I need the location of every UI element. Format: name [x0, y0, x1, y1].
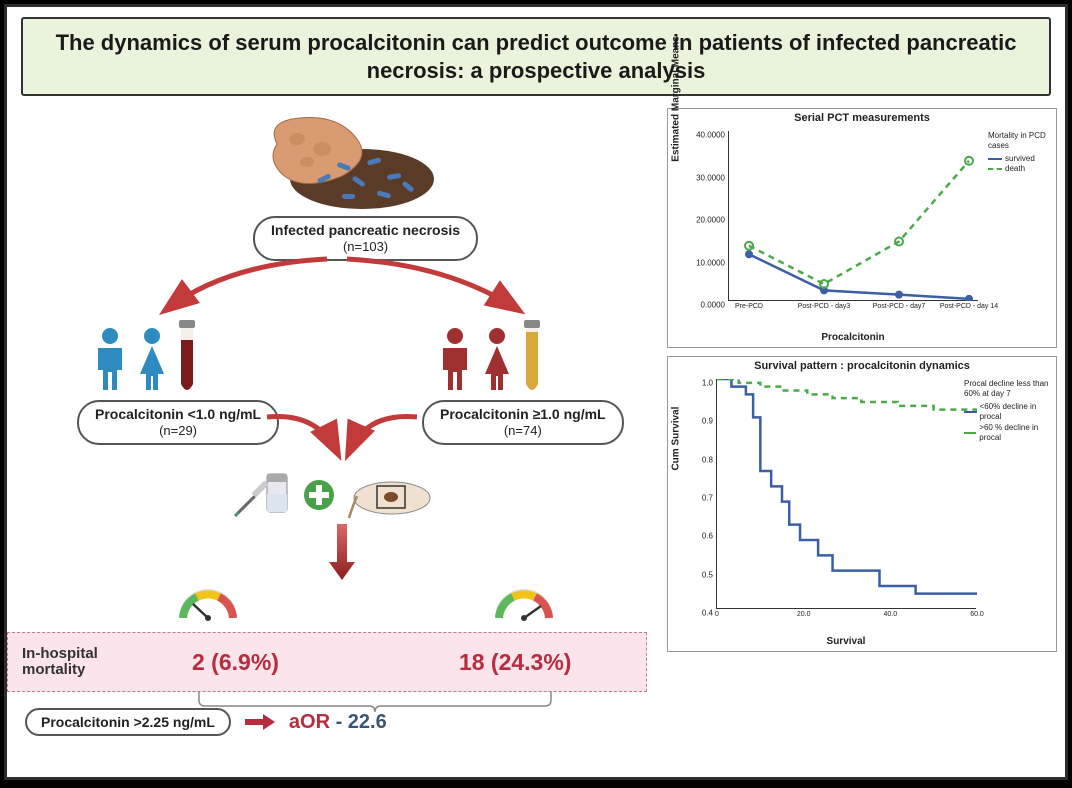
- person-male-icon: [437, 326, 473, 392]
- chart2-plot: 0.40.50.60.70.80.91.0020.040.060.0: [716, 379, 976, 609]
- group-high-label: Procalcitonin ≥1.0 ng/mL(n=74): [422, 400, 624, 445]
- cohort-text: Infected pancreatic necrosis: [271, 222, 460, 238]
- page-title: The dynamics of serum procalcitonin can …: [39, 29, 1033, 84]
- group-low-icons: [92, 320, 198, 392]
- syringe-vial-icon: [231, 466, 291, 524]
- person-male-icon: [92, 326, 128, 392]
- pancreas-illustration: [247, 104, 437, 214]
- mortality-low-value: 2 (6.9%): [192, 649, 279, 676]
- group-low-label: Procalcitonin <1.0 ng/mL(n=29): [77, 400, 279, 445]
- chart2-title: Survival pattern : procalcitonin dynamic…: [668, 357, 1056, 375]
- infographic-left: Infected pancreatic necrosis (n=103): [7, 104, 667, 774]
- gauge-high-icon: [493, 582, 555, 624]
- arrow-down-icon: [327, 524, 357, 582]
- aor-label: aOR: [289, 711, 330, 733]
- title-bar: The dynamics of serum procalcitonin can …: [21, 17, 1051, 96]
- gauge-low-icon: [177, 582, 239, 624]
- treatment-row: [231, 466, 433, 524]
- aor-threshold: Procalcitonin >2.25 ng/mL: [25, 708, 231, 736]
- cohort-n: (n=103): [343, 239, 388, 254]
- group-high-icons: [437, 320, 543, 392]
- tube-icon: [521, 320, 543, 392]
- mortality-label: In-hospital mortality: [22, 646, 132, 679]
- chart1-xlabel: Procalcitonin: [728, 330, 978, 343]
- chart1-plot: 0.000010.000020.000030.000040.0000Pre-PC…: [728, 131, 978, 301]
- drainage-icon: [347, 468, 433, 522]
- aor-row: Procalcitonin >2.25 ng/mL aOR - 22.6: [25, 708, 387, 736]
- chart-survival: Survival pattern : procalcitonin dynamic…: [667, 356, 1057, 652]
- mortality-band: In-hospital mortality 2 (6.9%) 18 (24.3%…: [7, 632, 647, 692]
- chart2-ylabel: Cum Survival: [671, 407, 682, 471]
- chart1-legend: Mortality in PCD cases survived death: [988, 131, 1050, 175]
- chart-serial-pct: Serial PCT measurements Estimated Margin…: [667, 108, 1057, 348]
- chart2-legend: Procal decline less than 60% at day 7 <6…: [964, 379, 1052, 443]
- plus-icon: [303, 479, 335, 511]
- chart1-ylabel: Estimated Marginal Means: [671, 36, 682, 162]
- merge-arrows: [257, 402, 427, 472]
- person-female-icon: [479, 326, 515, 392]
- aor-value: - 22.6: [336, 711, 387, 733]
- chart1-title: Serial PCT measurements: [668, 109, 1056, 127]
- chart2-xlabel: Survival: [716, 634, 976, 647]
- split-arrows: [117, 254, 557, 324]
- person-female-icon: [134, 326, 170, 392]
- tube-icon: [176, 320, 198, 392]
- arrow-right-icon: [245, 714, 275, 730]
- mortality-high-value: 18 (24.3%): [459, 649, 572, 676]
